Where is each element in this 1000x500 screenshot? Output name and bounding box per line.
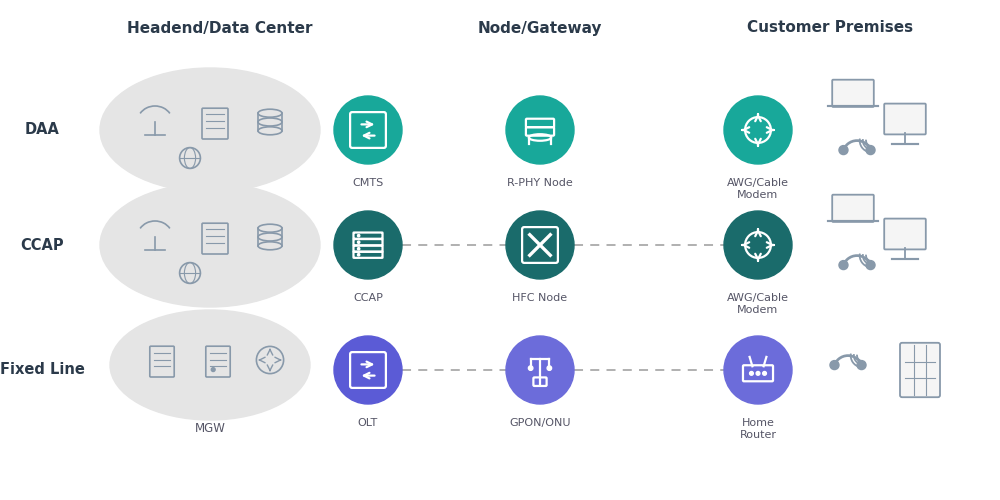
FancyBboxPatch shape	[832, 194, 874, 222]
Circle shape	[506, 336, 574, 404]
Circle shape	[866, 260, 875, 270]
Text: MGW: MGW	[195, 422, 225, 434]
Text: Node/Gateway: Node/Gateway	[478, 20, 602, 36]
Ellipse shape	[100, 68, 320, 192]
Circle shape	[830, 360, 839, 370]
Circle shape	[334, 96, 402, 164]
Circle shape	[724, 336, 792, 404]
Text: CCAP: CCAP	[20, 238, 64, 252]
Circle shape	[724, 96, 792, 164]
FancyBboxPatch shape	[900, 343, 940, 397]
Circle shape	[334, 336, 402, 404]
Circle shape	[528, 366, 533, 370]
Text: Fixed Line: Fixed Line	[0, 362, 84, 378]
Text: R-PHY Node: R-PHY Node	[507, 178, 573, 188]
Text: CCAP: CCAP	[353, 293, 383, 303]
Text: DAA: DAA	[25, 122, 59, 138]
Text: GPON/ONU: GPON/ONU	[509, 418, 571, 428]
Circle shape	[357, 248, 360, 250]
Ellipse shape	[100, 183, 320, 307]
Text: OLT: OLT	[358, 418, 378, 428]
Circle shape	[357, 241, 360, 244]
Text: AWG/Cable
Modem: AWG/Cable Modem	[727, 293, 789, 314]
Circle shape	[357, 254, 360, 256]
Circle shape	[506, 211, 574, 279]
Text: Headend/Data Center: Headend/Data Center	[127, 20, 313, 36]
FancyBboxPatch shape	[884, 218, 926, 250]
Circle shape	[763, 372, 766, 375]
Circle shape	[547, 366, 552, 370]
Text: HFC Node: HFC Node	[512, 293, 568, 303]
FancyBboxPatch shape	[884, 104, 926, 134]
FancyBboxPatch shape	[832, 80, 874, 107]
Circle shape	[857, 360, 866, 370]
Circle shape	[506, 96, 574, 164]
Text: AWG/Cable
Modem: AWG/Cable Modem	[727, 178, 789, 200]
Circle shape	[334, 211, 402, 279]
Circle shape	[839, 146, 848, 154]
Circle shape	[750, 372, 753, 375]
Ellipse shape	[110, 310, 310, 420]
Text: Home
Router: Home Router	[740, 418, 776, 440]
Text: CMTS: CMTS	[352, 178, 384, 188]
Circle shape	[839, 260, 848, 270]
Circle shape	[357, 234, 360, 237]
Circle shape	[211, 368, 215, 372]
Circle shape	[756, 372, 760, 375]
Circle shape	[866, 146, 875, 154]
Circle shape	[724, 211, 792, 279]
Text: Customer Premises: Customer Premises	[747, 20, 913, 36]
